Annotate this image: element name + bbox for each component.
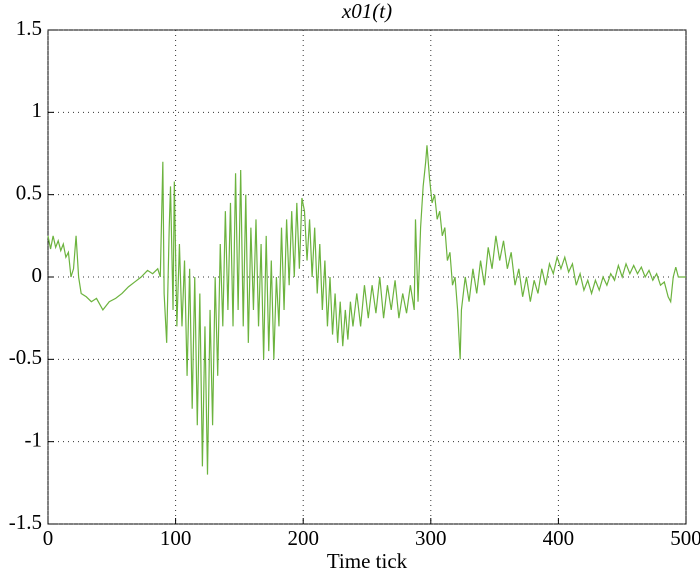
y-tick-label: -0.5 [9, 345, 42, 369]
data-line [47, 145, 686, 475]
x-axis-label: Time tick [327, 549, 408, 573]
y-tick-label: -1.5 [9, 510, 42, 534]
y-tick-label: -1 [25, 427, 43, 451]
x-tick-label: 200 [287, 526, 319, 550]
plot-frame [47, 29, 687, 525]
x-tick-label: 300 [415, 526, 447, 550]
y-tick-label: 1.5 [16, 16, 42, 40]
x-tick-label: 400 [543, 526, 575, 550]
y-tick-label: 1 [32, 98, 43, 122]
x-tick-label: 100 [160, 526, 192, 550]
chart-title: x01(t) [341, 0, 392, 23]
x-tick-label: 0 [43, 526, 54, 550]
y-tick-label: 0 [32, 263, 43, 287]
x-tick-label: 500 [670, 526, 700, 550]
y-tick-label: 0.5 [16, 180, 42, 204]
